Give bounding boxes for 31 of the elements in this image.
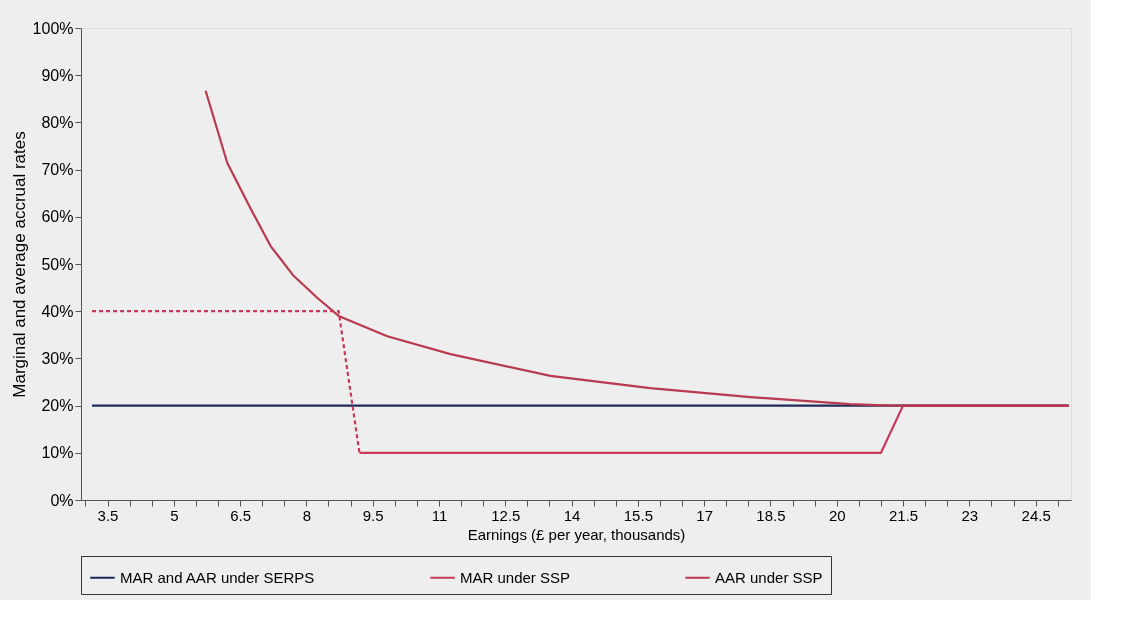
y-axis-title: Marginal and average accrual rates: [9, 131, 29, 398]
x-tick-label: 23: [961, 506, 979, 524]
x-tick-label: 6.5: [230, 506, 252, 524]
x-tick-label: 17: [696, 506, 714, 524]
y-tick-label: 80%: [41, 113, 74, 131]
y-tick-label: 10%: [41, 444, 74, 462]
x-tick-label: 20: [828, 506, 846, 524]
x-axis-title: Earnings (£ per year, thousands): [467, 525, 686, 543]
legend-label: MAR under SSP: [460, 568, 571, 586]
x-tick-label: 8: [302, 506, 312, 524]
y-tick-label: 50%: [41, 255, 74, 273]
x-tick-label: 11: [431, 506, 448, 524]
x-tick-label: 15.5: [623, 506, 653, 524]
x-tick-label: 14: [563, 506, 581, 524]
y-tick-label: 30%: [41, 349, 74, 367]
x-tick-label: 3.5: [97, 506, 119, 524]
y-tick-label: 60%: [41, 208, 74, 226]
x-tick-label: 21.5: [888, 506, 919, 524]
x-tick-label: 5: [170, 506, 179, 524]
y-tick-label: 20%: [41, 397, 74, 415]
y-tick-label: 90%: [41, 66, 74, 84]
x-tick-label: 12.5: [491, 506, 521, 524]
legend-label: AAR under SSP: [715, 568, 823, 586]
y-tick-label: 70%: [41, 161, 74, 179]
x-tick-label: 9.5: [362, 506, 384, 524]
y-tick-label: 40%: [41, 302, 74, 320]
x-tick-label: 18.5: [756, 506, 786, 524]
y-tick-label: 100%: [32, 19, 74, 37]
x-tick-label: 24.5: [1021, 506, 1051, 524]
legend-label: MAR and AAR under SERPS: [120, 568, 315, 586]
y-tick-label: 0%: [50, 491, 74, 509]
